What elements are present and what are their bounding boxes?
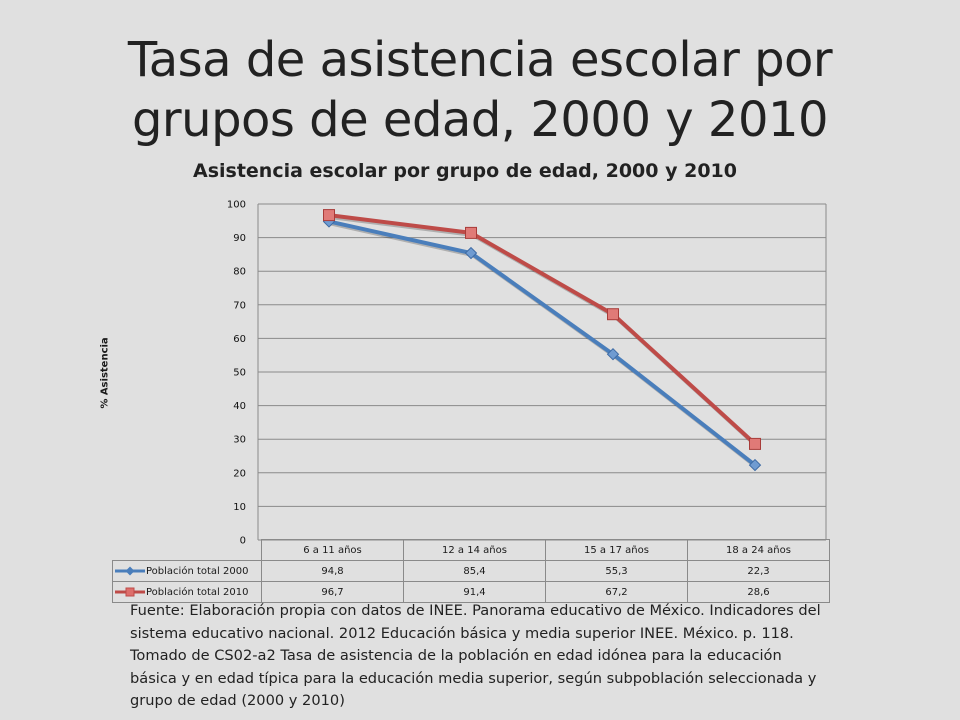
series-2 xyxy=(323,209,761,450)
data-label: 28,6 xyxy=(687,581,830,603)
legend-entry-2000: Población total 2000 xyxy=(112,560,262,582)
data-label: 67,2 xyxy=(545,581,688,603)
y-tick-label: 90 xyxy=(233,233,246,244)
gridlines xyxy=(257,203,827,541)
data-point xyxy=(323,209,335,222)
data-label: 94,8 xyxy=(261,560,404,582)
data-table-row-2000: Población total 2000 94,8 85,4 55,3 22,3 xyxy=(112,560,830,582)
y-tick-label: 100 xyxy=(227,200,246,211)
series-line xyxy=(328,213,757,446)
data-point xyxy=(749,437,761,450)
data-label: 85,4 xyxy=(403,560,546,582)
y-tick-label: 20 xyxy=(233,468,246,479)
category-label: 6 a 11 años xyxy=(261,539,404,561)
category-label: 15 a 17 años xyxy=(545,539,688,561)
y-tick-label: 60 xyxy=(233,334,246,345)
data-point xyxy=(606,347,620,361)
y-tick-label: 0 xyxy=(240,536,246,547)
data-point xyxy=(464,246,478,260)
series-lines xyxy=(322,209,762,472)
source-note: Fuente: Elaboración propia con datos de … xyxy=(130,602,821,709)
series-line-shadow xyxy=(330,221,758,469)
data-label: 22,3 xyxy=(687,560,830,582)
y-tick-label: 30 xyxy=(233,435,246,446)
data-point xyxy=(748,458,762,472)
chart-title: Asistencia escolar por grupo de edad, 20… xyxy=(193,160,737,182)
y-tick-label: 80 xyxy=(233,267,246,278)
data-label: 96,7 xyxy=(261,581,404,603)
category-label: 18 a 24 años xyxy=(687,539,830,561)
y-tick-label: 10 xyxy=(233,502,246,513)
y-tick-label: 40 xyxy=(233,401,246,412)
y-tick-label: 70 xyxy=(233,300,246,311)
y-axis-ticks: 0 10 20 30 40 50 60 70 80 90 100 xyxy=(227,200,246,547)
legend-entry-2010: Población total 2010 xyxy=(112,581,262,603)
data-table-header-row: 6 a 11 años 12 a 14 años 15 a 17 años 18… xyxy=(113,539,830,561)
series-1 xyxy=(322,215,762,472)
legend-key-2000-icon xyxy=(115,566,145,575)
data-table-row-2010: Población total 2010 96,7 91,4 67,2 28,6 xyxy=(112,581,830,603)
legend-label: Población total 2010 xyxy=(146,586,249,598)
y-tick-label: 50 xyxy=(233,368,246,379)
series-line-shadow xyxy=(330,215,758,448)
data-point xyxy=(607,308,619,321)
data-table-corner xyxy=(113,540,262,561)
legend-key-2010-icon xyxy=(115,587,145,596)
series-line xyxy=(328,219,757,467)
data-label: 55,3 xyxy=(545,560,688,582)
data-table: 6 a 11 años 12 a 14 años 15 a 17 años 18… xyxy=(112,539,830,603)
legend-label: Población total 2000 xyxy=(146,565,249,577)
category-label: 12 a 14 años xyxy=(403,539,546,561)
data-point xyxy=(465,226,477,239)
slide-title: Tasa de asistencia escolar por grupos de… xyxy=(127,32,833,148)
